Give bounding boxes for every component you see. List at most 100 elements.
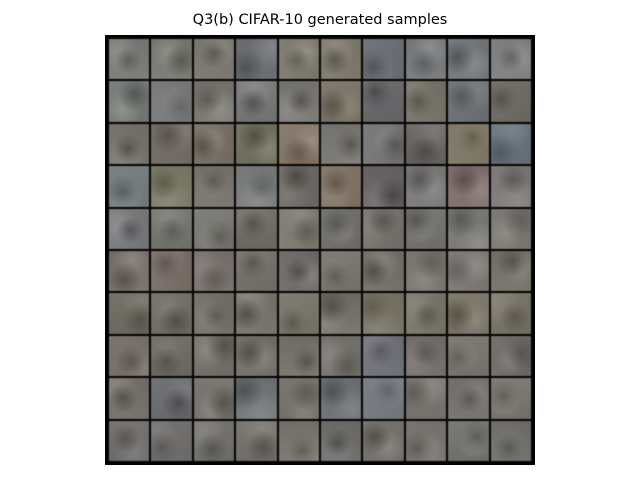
sample-image-tile — [109, 251, 150, 292]
sample-image-tile — [405, 208, 447, 249]
sample-image-tile — [193, 420, 235, 461]
sample-image-tile — [193, 378, 235, 419]
sample-image-tile — [490, 81, 531, 122]
sample-image-tile — [405, 378, 447, 419]
sample-image-tile — [236, 166, 277, 207]
sample-image-tile — [193, 251, 235, 292]
sample-image-grid — [105, 35, 535, 465]
sample-image-tile — [490, 166, 531, 207]
sample-image-tile — [236, 39, 277, 80]
sample-image-tile — [278, 208, 319, 249]
sample-image-tile — [321, 335, 362, 377]
sample-image-tile — [448, 293, 489, 334]
sample-image-tile — [193, 208, 235, 249]
sample-image-tile — [490, 208, 531, 249]
sample-image-tile — [405, 123, 447, 165]
sample-image-tile — [236, 81, 277, 122]
sample-image-tile — [363, 378, 404, 419]
sample-image-tile — [363, 208, 404, 249]
sample-image-tile — [151, 335, 192, 377]
sample-image-tile — [490, 420, 531, 461]
sample-image-tile — [236, 293, 277, 334]
sample-image-tile — [109, 420, 150, 461]
sample-image-tile — [363, 293, 404, 334]
sample-image-tile — [236, 123, 277, 165]
sample-image-tile — [151, 123, 192, 165]
sample-image-tile — [490, 123, 531, 165]
sample-image-tile — [278, 39, 319, 80]
sample-image-tile — [321, 166, 362, 207]
sample-image-tile — [363, 166, 404, 207]
sample-image-tile — [405, 335, 447, 377]
sample-image-tile — [193, 335, 235, 377]
sample-image-tile — [363, 123, 404, 165]
sample-image-tile — [278, 378, 319, 419]
sample-image-tile — [193, 81, 235, 122]
sample-image-tile — [448, 335, 489, 377]
sample-image-tile — [448, 123, 489, 165]
sample-image-tile — [363, 420, 404, 461]
sample-image-tile — [151, 420, 192, 461]
sample-image-tile — [321, 39, 362, 80]
sample-image-tile — [278, 293, 319, 334]
sample-image-tile — [278, 420, 319, 461]
sample-image-tile — [109, 123, 150, 165]
sample-image-tile — [490, 335, 531, 377]
sample-image-tile — [448, 251, 489, 292]
sample-image-tile — [448, 81, 489, 122]
sample-image-tile — [278, 123, 319, 165]
sample-image-tile — [109, 208, 150, 249]
sample-image-tile — [405, 81, 447, 122]
sample-image-tile — [321, 123, 362, 165]
sample-image-tile — [490, 293, 531, 334]
sample-image-tile — [193, 293, 235, 334]
sample-image-tile — [321, 251, 362, 292]
sample-image-tile — [151, 208, 192, 249]
sample-image-tile — [151, 39, 192, 80]
sample-image-tile — [109, 335, 150, 377]
sample-image-tile — [448, 420, 489, 461]
sample-image-tile — [278, 251, 319, 292]
sample-image-tile — [490, 378, 531, 419]
sample-image-tile — [405, 420, 447, 461]
sample-image-tile — [236, 378, 277, 419]
sample-image-tile — [321, 293, 362, 334]
sample-image-tile — [405, 166, 447, 207]
sample-image-tile — [151, 251, 192, 292]
sample-image-tile — [278, 166, 319, 207]
sample-image-tile — [151, 81, 192, 122]
sample-image-tile — [236, 251, 277, 292]
sample-image-tile — [363, 81, 404, 122]
sample-image-tile — [236, 208, 277, 249]
sample-image-tile — [448, 166, 489, 207]
sample-image-tile — [448, 378, 489, 419]
sample-image-tile — [321, 420, 362, 461]
sample-image-tile — [151, 293, 192, 334]
sample-image-tile — [109, 378, 150, 419]
sample-image-tile — [321, 81, 362, 122]
sample-image-tile — [109, 81, 150, 122]
figure-title: Q3(b) CIFAR-10 generated samples — [192, 12, 448, 28]
sample-image-tile — [278, 81, 319, 122]
sample-image-tile — [109, 166, 150, 207]
sample-image-tile — [448, 39, 489, 80]
sample-image-tile — [151, 378, 192, 419]
sample-image-tile — [405, 251, 447, 292]
sample-image-tile — [193, 123, 235, 165]
sample-image-tile — [363, 39, 404, 80]
sample-image-tile — [109, 39, 150, 80]
sample-image-tile — [363, 335, 404, 377]
sample-image-tile — [490, 39, 531, 80]
sample-image-tile — [321, 378, 362, 419]
sample-image-tile — [405, 39, 447, 80]
sample-image-tile — [448, 208, 489, 249]
sample-image-tile — [151, 166, 192, 207]
sample-image-tile — [193, 39, 235, 80]
sample-image-tile — [236, 335, 277, 377]
sample-image-tile — [405, 293, 447, 334]
sample-image-tile — [109, 293, 150, 334]
sample-image-tile — [193, 166, 235, 207]
sample-image-tile — [490, 251, 531, 292]
sample-image-tile — [363, 251, 404, 292]
